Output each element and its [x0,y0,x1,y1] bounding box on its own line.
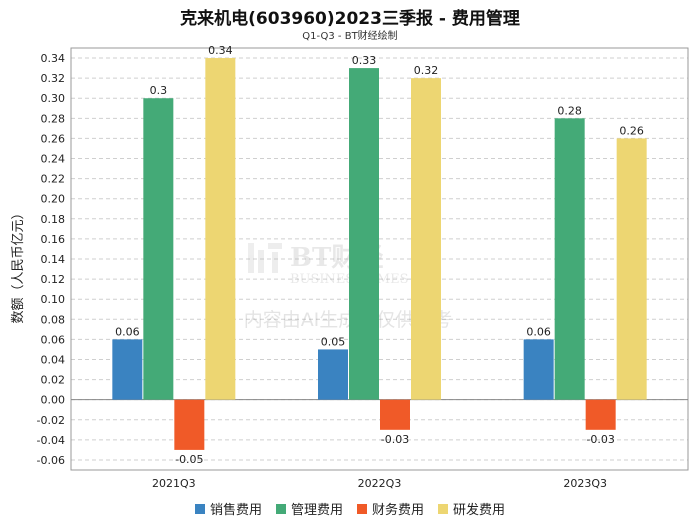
legend-item[interactable]: 研发费用 [438,499,505,518]
bar [205,58,236,400]
legend-item[interactable]: 销售费用 [194,499,262,518]
data-label: -0.03 [381,433,409,446]
bar [318,349,348,400]
data-label: 0.05 [321,335,346,348]
y-tick-label: 0.32 [41,72,66,85]
y-tick-label: 0.04 [41,353,66,366]
legend-item[interactable]: 财务费用 [357,499,424,518]
y-tick-label: 0.06 [41,333,66,346]
y-tick-label: 0.34 [41,52,66,65]
x-tick-label: 2021Q3 [152,477,196,490]
legend-swatch [275,503,286,514]
legend-label: 研发费用 [453,503,506,518]
data-label: 0.34 [208,44,233,57]
legend-label: 管理费用 [290,503,343,518]
bt-logo-icon [248,243,282,273]
legend-swatch [357,503,367,514]
plot-frame [70,47,689,471]
legend-swatch [194,503,205,514]
chart-title: 克来机电(603960)2023三季报 - 费用管理 [180,9,520,29]
legend-swatch [438,503,449,514]
bar [411,78,441,400]
legend: 销售费用 管理费用 财务费用 研发费用 [0,499,700,518]
axes: -0.06 -0.04 -0.02 0.00 0.02 0.04 0.06 0.08 0.10 0… [37,47,689,490]
data-label: -0.03 [586,433,614,446]
data-label: 0.33 [352,54,377,67]
y-tick-label: 0.22 [41,173,66,186]
y-tick-label: 0.02 [41,374,66,387]
data-label: 0.3 [150,84,168,97]
y-tick-label: 0.30 [41,92,66,105]
legend-label: 销售费用 [209,503,262,518]
watermark-notice: 内容由AI生成，仅供参考 [244,309,453,331]
legend-label: 财务费用 [372,503,425,518]
data-label: 0.26 [619,124,644,137]
y-tick-label: -0.06 [37,454,65,467]
bar [143,98,174,400]
data-label: 0.06 [526,325,551,338]
data-label: 0.28 [557,104,582,117]
data-labels: 0.06 0.3 -0.05 0.34 0.05 0.33 -0.03 0.32 0.06 0.2… [115,44,644,466]
legend-item[interactable]: 管理费用 [275,499,343,518]
x-tick-label: 2023Q3 [563,477,607,490]
bar [585,399,616,430]
y-tick-label: 0.08 [41,313,66,326]
y-tick-label: -0.04 [37,434,65,447]
y-tick-label: 0.00 [41,394,66,407]
x-tick-label: 2022Q3 [358,477,402,490]
bar [349,68,379,400]
bar [380,399,410,430]
y-tick-label: 0.14 [41,253,66,266]
y-tick-label: 0.10 [41,293,66,306]
y-tick-label: 0.26 [41,132,66,145]
bar [554,118,585,400]
bar [523,339,554,400]
chart-subtitle: Q1-Q3 - BT财经绘制 [302,31,398,42]
bar [174,399,205,450]
y-tick-label: 0.12 [41,273,66,286]
data-label: 0.32 [414,64,439,77]
y-tick-label: 0.28 [41,112,66,125]
y-tick-label: 0.16 [41,233,66,246]
y-tick-label: 0.20 [41,193,66,206]
y-tick-label: 0.18 [41,213,66,226]
y-axis-label: 数额（人民币亿元） [11,206,26,323]
data-label: 0.06 [115,325,140,338]
bar [616,138,647,400]
bars [112,58,647,450]
y-tick-label: 0.24 [41,153,66,166]
y-tick-label: -0.02 [37,414,65,427]
data-label: -0.05 [175,453,203,466]
bar [112,339,143,400]
